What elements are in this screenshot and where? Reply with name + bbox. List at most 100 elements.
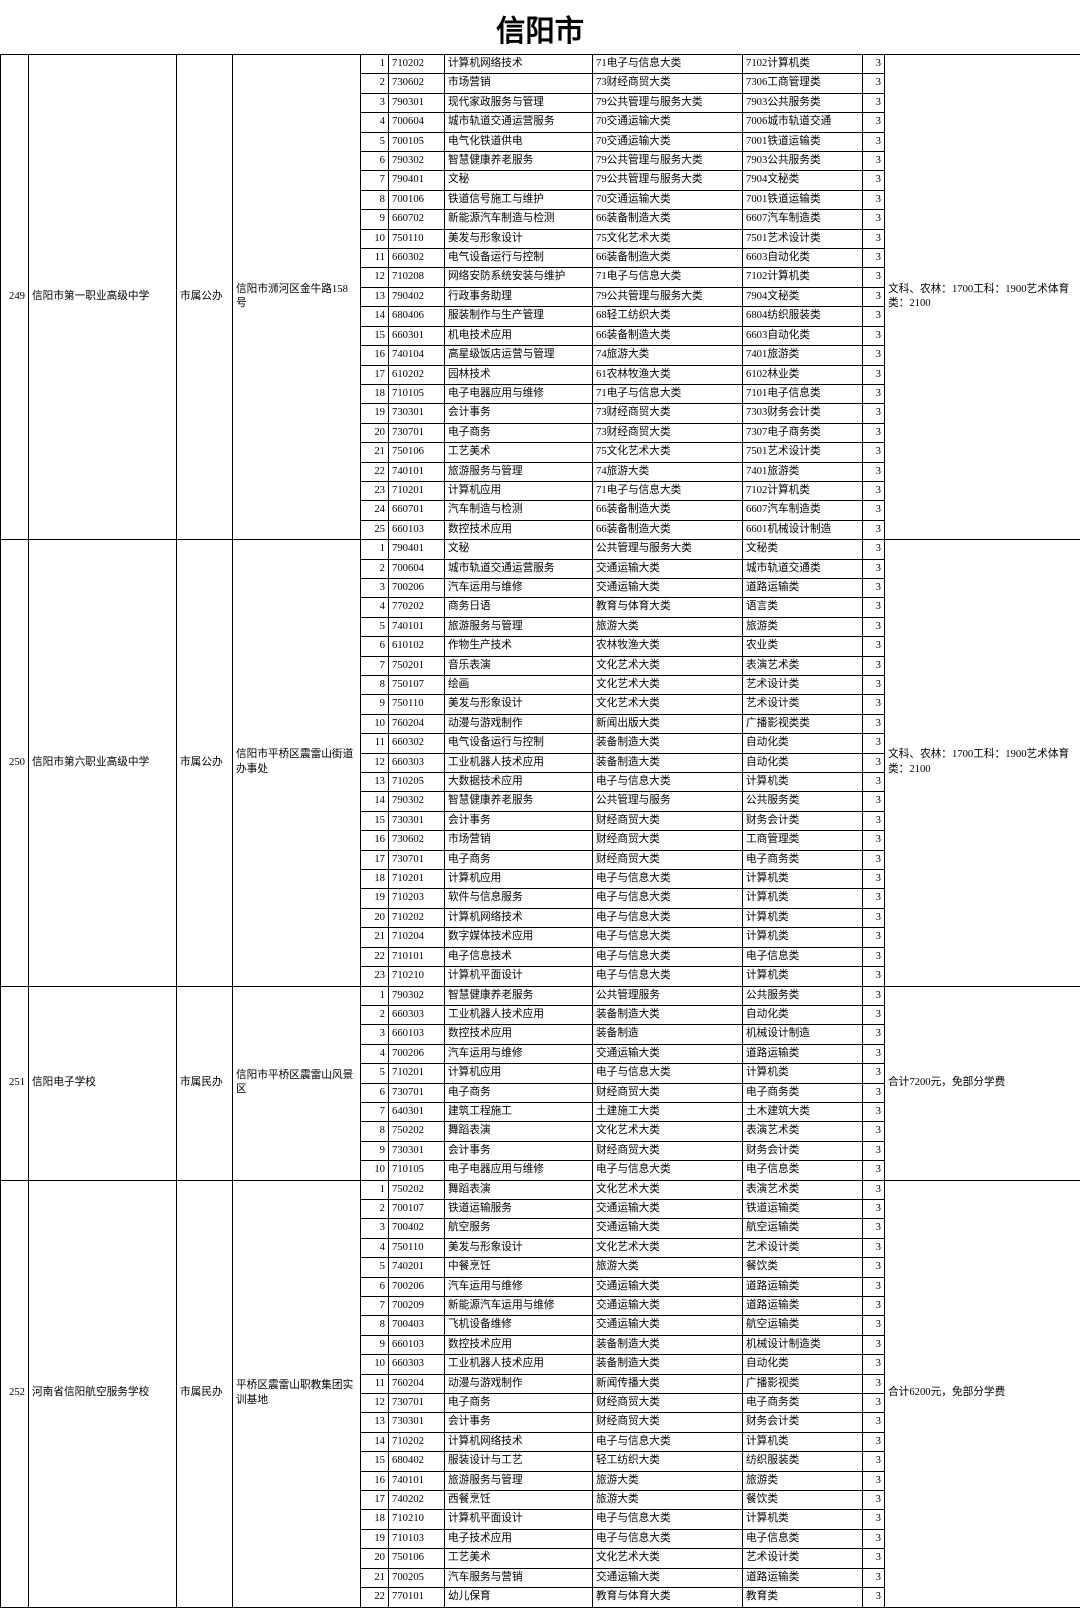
major-name: 音乐表演 [445,656,593,675]
major-years: 3 [863,1258,885,1277]
major-no: 4 [361,1044,389,1063]
major-category-2: 7006城市轨道交通 [743,113,863,132]
major-code: 710203 [389,889,445,908]
table-row: 249信阳市第一职业高级中学市属公办信阳市浉河区金牛路158号1710202计算… [1,55,1080,74]
major-no: 19 [361,889,389,908]
major-code: 680406 [389,307,445,326]
major-no: 19 [361,1529,389,1548]
admissions-table: 249信阳市第一职业高级中学市属公办信阳市浉河区金牛路158号1710202计算… [0,54,1080,1608]
major-name: 汽车运用与维修 [445,1277,593,1296]
major-name: 计算机网络技术 [445,55,593,74]
major-code: 730602 [389,74,445,93]
major-years: 3 [863,326,885,345]
major-name: 绘画 [445,676,593,695]
major-name: 数控技术应用 [445,1025,593,1044]
major-category-2: 财务会计类 [743,811,863,830]
major-no: 5 [361,617,389,636]
major-category-2: 纺织服装类 [743,1452,863,1471]
major-no: 14 [361,792,389,811]
major-name: 工业机器人技术应用 [445,1005,593,1024]
major-years: 3 [863,74,885,93]
major-code: 790401 [389,171,445,190]
major-category-2: 7501艺术设计类 [743,443,863,462]
major-no: 15 [361,1452,389,1471]
major-code: 790402 [389,287,445,306]
major-no: 5 [361,1258,389,1277]
major-category-2: 道路运输类 [743,1277,863,1296]
major-name: 电子信息技术 [445,947,593,966]
major-code: 710103 [389,1529,445,1548]
major-no: 1 [361,540,389,559]
major-name: 工业机器人技术应用 [445,753,593,772]
major-years: 3 [863,1588,885,1607]
school-ownership: 市属民办 [177,1180,233,1607]
major-code: 710202 [389,55,445,74]
major-name: 铁道信号施工与维护 [445,190,593,209]
major-name: 航空服务 [445,1219,593,1238]
major-category-1: 电子与信息大类 [593,928,743,947]
major-name: 电子商务 [445,1083,593,1102]
major-name: 旅游服务与管理 [445,617,593,636]
major-name: 汽车服务与营销 [445,1568,593,1587]
major-category-1: 装备制造 [593,1025,743,1044]
major-category-2: 道路运输类 [743,1044,863,1063]
major-category-2: 航空运输类 [743,1316,863,1335]
school-address: 信阳市浉河区金牛路158号 [233,55,361,540]
major-years: 3 [863,365,885,384]
major-name: 计算机平面设计 [445,967,593,986]
major-no: 6 [361,1277,389,1296]
major-name: 服装设计与工艺 [445,1452,593,1471]
major-years: 3 [863,501,885,520]
major-name: 数控技术应用 [445,520,593,539]
major-years: 3 [863,850,885,869]
major-name: 工业机器人技术应用 [445,1355,593,1374]
major-no: 23 [361,481,389,500]
major-code: 760204 [389,714,445,733]
major-category-1: 70交通运输大类 [593,132,743,151]
major-name: 智慧健康养老服务 [445,152,593,171]
major-years: 3 [863,598,885,617]
major-years: 3 [863,1025,885,1044]
major-category-2: 旅游类 [743,617,863,636]
major-category-1: 电子与信息大类 [593,1432,743,1451]
major-no: 21 [361,443,389,462]
major-years: 3 [863,346,885,365]
major-name: 计算机平面设计 [445,1510,593,1529]
major-category-1: 装备制造大类 [593,1005,743,1024]
major-years: 3 [863,1529,885,1548]
major-no: 20 [361,423,389,442]
major-code: 700205 [389,1568,445,1587]
major-code: 680402 [389,1452,445,1471]
major-no: 12 [361,753,389,772]
major-years: 3 [863,229,885,248]
major-years: 3 [863,1432,885,1451]
major-no: 2 [361,1199,389,1218]
major-years: 3 [863,1471,885,1490]
major-category-2: 7903公共服务类 [743,93,863,112]
major-name: 城市轨道交通运营服务 [445,113,593,132]
major-code: 750202 [389,1180,445,1199]
major-name: 计算机网络技术 [445,1432,593,1451]
major-years: 3 [863,1102,885,1121]
major-no: 18 [361,870,389,889]
major-code: 750110 [389,229,445,248]
major-category-1: 装备制造大类 [593,753,743,772]
major-category-1: 电子与信息大类 [593,908,743,927]
major-category-1: 70交通运输大类 [593,190,743,209]
major-code: 660301 [389,326,445,345]
major-category-2: 7102计算机类 [743,268,863,287]
major-years: 3 [863,249,885,268]
major-years: 3 [863,287,885,306]
school-ownership: 市属公办 [177,55,233,540]
major-code: 790302 [389,152,445,171]
major-no: 3 [361,1025,389,1044]
major-name: 智慧健康养老服务 [445,986,593,1005]
major-category-2: 自动化类 [743,753,863,772]
major-category-1: 电子与信息大类 [593,947,743,966]
major-category-2: 7904文秘类 [743,287,863,306]
major-name: 电子技术应用 [445,1529,593,1548]
major-category-1: 电子与信息大类 [593,889,743,908]
major-name: 计算机应用 [445,481,593,500]
major-years: 3 [863,462,885,481]
major-no: 13 [361,773,389,792]
